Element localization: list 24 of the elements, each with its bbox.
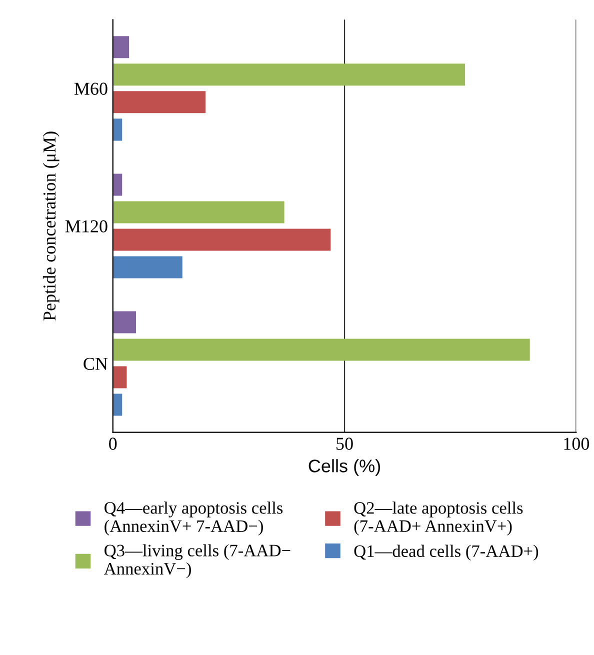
y-tick-label: M60 xyxy=(74,82,108,95)
bar xyxy=(112,64,465,86)
y-tick-label: M120 xyxy=(65,220,108,232)
y-tick-label: CN xyxy=(84,358,108,370)
bar xyxy=(112,394,122,416)
x-tick-label: 0 xyxy=(109,438,117,450)
bar xyxy=(112,338,530,361)
x-axis-title: Cells (%) xyxy=(308,459,380,476)
x-tick-label: 100 xyxy=(564,438,590,450)
legend-label: Q2—late apoptosis cells (7-AAD+ AnnexinV+) xyxy=(354,502,523,536)
bar xyxy=(112,311,136,334)
bar xyxy=(112,36,130,58)
bar xyxy=(112,174,122,196)
bar xyxy=(112,201,284,224)
y-axis-title: Peptide concetration (μM) xyxy=(42,132,60,321)
bar xyxy=(112,256,182,278)
legend-label: Q3—living cells (7-AAD− AnnexinV−) xyxy=(104,544,290,578)
legend-label: Q4—early apoptosis cells (AnnexinV+ 7-AAD−) xyxy=(104,502,283,536)
bar xyxy=(112,228,331,251)
bar xyxy=(112,118,122,141)
legend-label: Q1—dead cells (7-AAD+) xyxy=(354,544,538,561)
x-tick-label: 50 xyxy=(336,438,353,450)
bar xyxy=(112,91,206,114)
bar xyxy=(112,366,127,388)
